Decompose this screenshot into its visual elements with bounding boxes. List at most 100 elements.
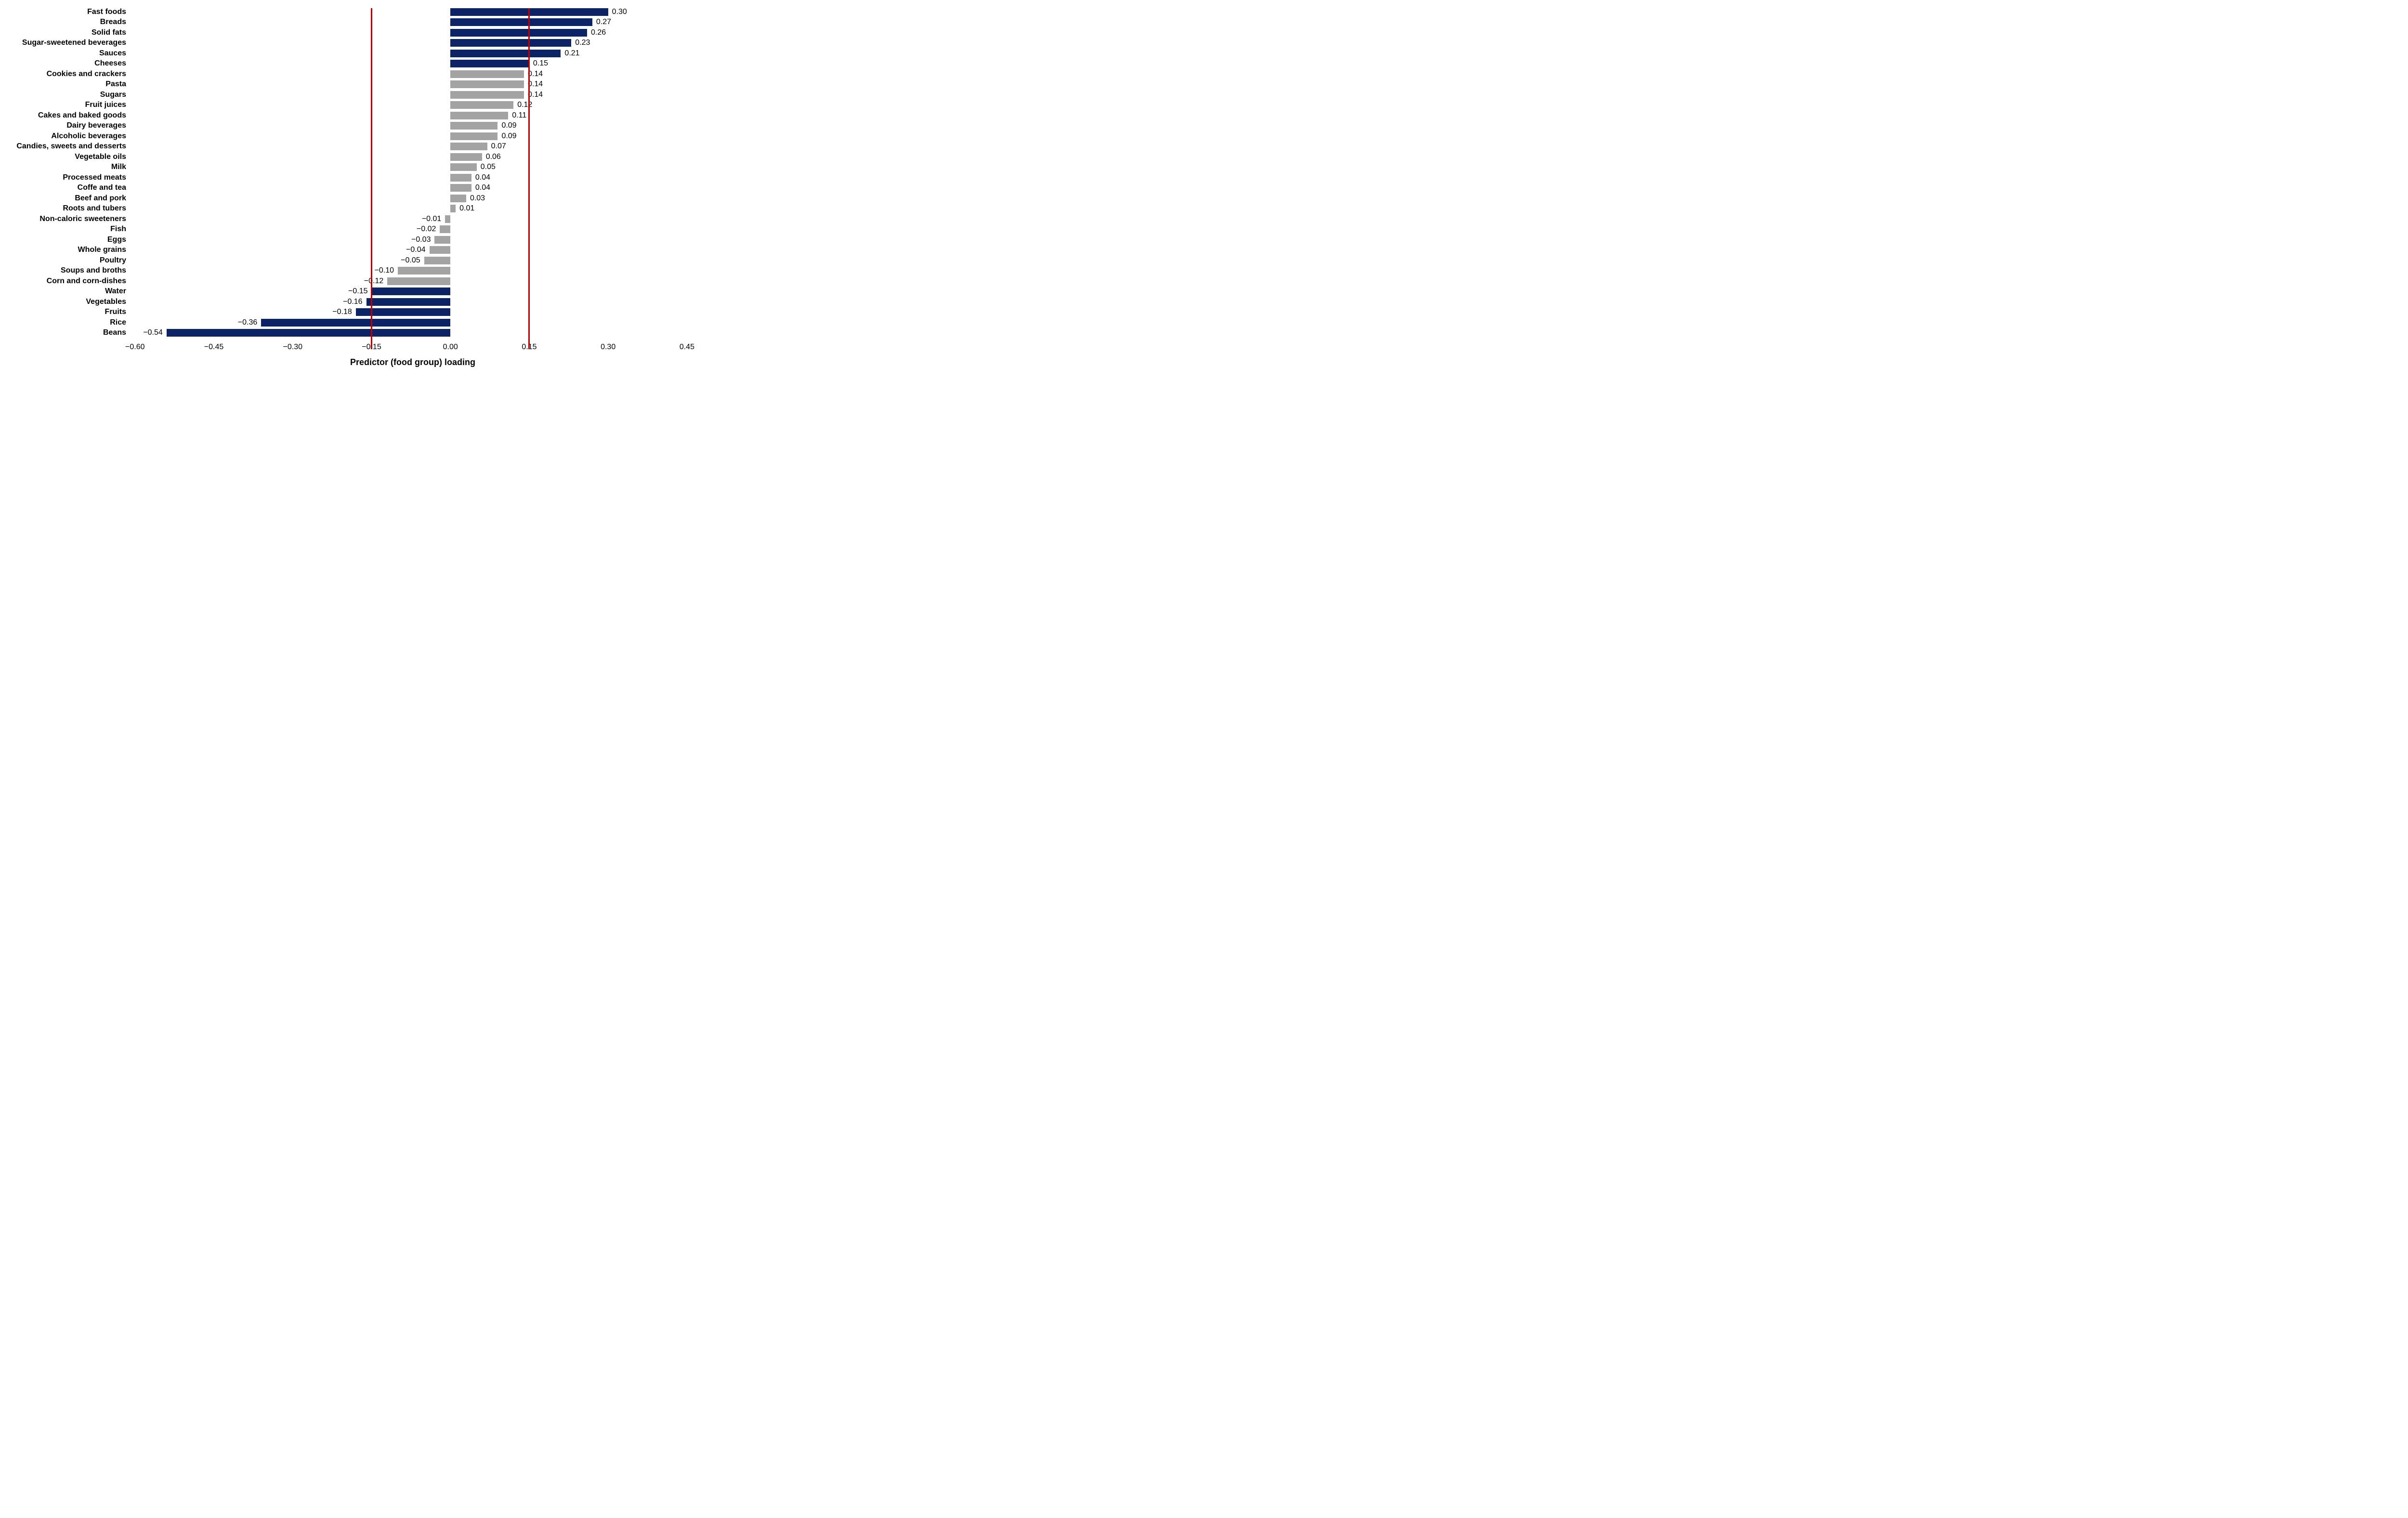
category-label: Non-caloric sweeteners bbox=[39, 214, 126, 223]
bar bbox=[450, 39, 572, 47]
value-label: 0.05 bbox=[480, 163, 496, 171]
x-tick-label: 0.00 bbox=[443, 343, 458, 351]
category-label: Milk bbox=[111, 163, 126, 171]
bar-row: Sauces 0.21 bbox=[0, 48, 694, 59]
bar-track: 0.12 bbox=[131, 100, 694, 111]
value-label: −0.10 bbox=[374, 266, 394, 275]
bar bbox=[450, 111, 509, 119]
bar-track: −0.18 bbox=[131, 307, 694, 318]
bar-row: Sugar-sweetened beverages 0.23 bbox=[0, 38, 694, 49]
bar-track: −0.12 bbox=[131, 276, 694, 287]
bar-row: Vegetables −0.16 bbox=[0, 297, 694, 307]
category-label: Beans bbox=[103, 328, 126, 337]
category-label: Water bbox=[105, 287, 126, 296]
value-label: 0.04 bbox=[475, 173, 490, 182]
value-label: −0.01 bbox=[421, 214, 442, 223]
x-tick-label: −0.45 bbox=[204, 343, 224, 351]
bar-track: 0.01 bbox=[131, 204, 694, 214]
bar bbox=[261, 318, 451, 327]
category-label: Fast foods bbox=[87, 7, 126, 16]
bar bbox=[434, 236, 451, 244]
bar bbox=[450, 60, 529, 68]
bar-row: Alcoholic beverages 0.09 bbox=[0, 131, 694, 142]
bar-track: 0.05 bbox=[131, 162, 694, 173]
value-label: 0.09 bbox=[501, 121, 517, 130]
bar bbox=[366, 298, 451, 306]
bar bbox=[450, 70, 524, 78]
reference-line bbox=[528, 8, 530, 349]
bar-track: 0.09 bbox=[131, 121, 694, 131]
bar-track: 0.26 bbox=[131, 27, 694, 38]
bar-row: Cookies and crackers 0.14 bbox=[0, 69, 694, 79]
bar bbox=[450, 101, 514, 109]
value-label: 0.23 bbox=[575, 39, 590, 47]
bar-row: Corn and corn-dishes −0.12 bbox=[0, 276, 694, 287]
bar-track: 0.14 bbox=[131, 90, 694, 100]
category-label: Rice bbox=[110, 318, 126, 327]
category-label: Sugars bbox=[100, 90, 126, 99]
bar-row: Solid fats 0.26 bbox=[0, 27, 694, 38]
bar bbox=[450, 122, 498, 130]
category-label: Fish bbox=[110, 225, 126, 234]
category-label: Cookies and crackers bbox=[46, 69, 126, 78]
value-label: 0.06 bbox=[485, 152, 501, 161]
bar-row: Whole grains −0.04 bbox=[0, 245, 694, 256]
bar bbox=[450, 132, 498, 140]
bar-row: Coffe and tea 0.04 bbox=[0, 183, 694, 194]
bar-row: Roots and tubers 0.01 bbox=[0, 204, 694, 214]
bar-track: 0.14 bbox=[131, 69, 694, 79]
bar-track: 0.15 bbox=[131, 59, 694, 69]
bar bbox=[387, 277, 451, 285]
category-label: Soups and broths bbox=[61, 266, 126, 275]
bar-row: Water −0.15 bbox=[0, 287, 694, 297]
bar bbox=[450, 28, 587, 37]
bar bbox=[450, 49, 561, 57]
bar-track: 0.21 bbox=[131, 48, 694, 59]
category-label: Beef and pork bbox=[75, 194, 126, 202]
category-label: Breads bbox=[100, 18, 126, 26]
category-label: Cheeses bbox=[94, 59, 126, 68]
bar bbox=[450, 163, 477, 171]
bar-row: Dairy beverages 0.09 bbox=[0, 121, 694, 131]
value-label: −0.36 bbox=[237, 318, 258, 327]
bar-track: 0.14 bbox=[131, 79, 694, 90]
bar bbox=[450, 91, 524, 99]
bar-track: 0.04 bbox=[131, 172, 694, 183]
value-label: 0.11 bbox=[512, 111, 527, 119]
value-label: 0.14 bbox=[528, 90, 543, 99]
bar-row: Beef and pork 0.03 bbox=[0, 193, 694, 204]
value-label: 0.21 bbox=[564, 49, 580, 57]
bar-track: −0.02 bbox=[131, 224, 694, 235]
category-label: Processed meats bbox=[63, 173, 126, 182]
value-label: −0.15 bbox=[348, 287, 368, 296]
bar-row: Non-caloric sweeteners −0.01 bbox=[0, 214, 694, 224]
bar bbox=[371, 288, 451, 296]
value-label: −0.54 bbox=[143, 328, 163, 337]
bar bbox=[424, 256, 451, 264]
bar bbox=[440, 225, 451, 234]
bar-row: Breads 0.27 bbox=[0, 17, 694, 28]
bar-row: Processed meats 0.04 bbox=[0, 172, 694, 183]
value-label: 0.04 bbox=[475, 183, 490, 192]
bar bbox=[355, 308, 451, 316]
category-label: Roots and tubers bbox=[63, 204, 126, 213]
category-label: Pasta bbox=[105, 80, 126, 89]
bar-track: 0.11 bbox=[131, 110, 694, 121]
bar-row: Fruit juices 0.12 bbox=[0, 100, 694, 111]
bar-track: 0.06 bbox=[131, 152, 694, 162]
bar-track: 0.04 bbox=[131, 183, 694, 194]
bar bbox=[445, 215, 451, 223]
bar-track: −0.16 bbox=[131, 297, 694, 307]
value-label: 0.01 bbox=[459, 204, 475, 213]
plot-area: Fast foods 0.30 Breads 0.27 Solid fats 0.26 Su… bbox=[0, 7, 694, 349]
value-label: −0.16 bbox=[343, 297, 363, 306]
bar-row: Cheeses 0.15 bbox=[0, 59, 694, 69]
bar-track: −0.04 bbox=[131, 245, 694, 256]
bar bbox=[166, 329, 451, 337]
bar-row: Fruits −0.18 bbox=[0, 307, 694, 318]
bar-track: −0.01 bbox=[131, 214, 694, 224]
x-tick-label: 0.45 bbox=[679, 343, 694, 351]
bar-row: Sugars 0.14 bbox=[0, 90, 694, 100]
x-tick-label: −0.30 bbox=[283, 343, 302, 351]
x-tick-label: 0.30 bbox=[601, 343, 616, 351]
